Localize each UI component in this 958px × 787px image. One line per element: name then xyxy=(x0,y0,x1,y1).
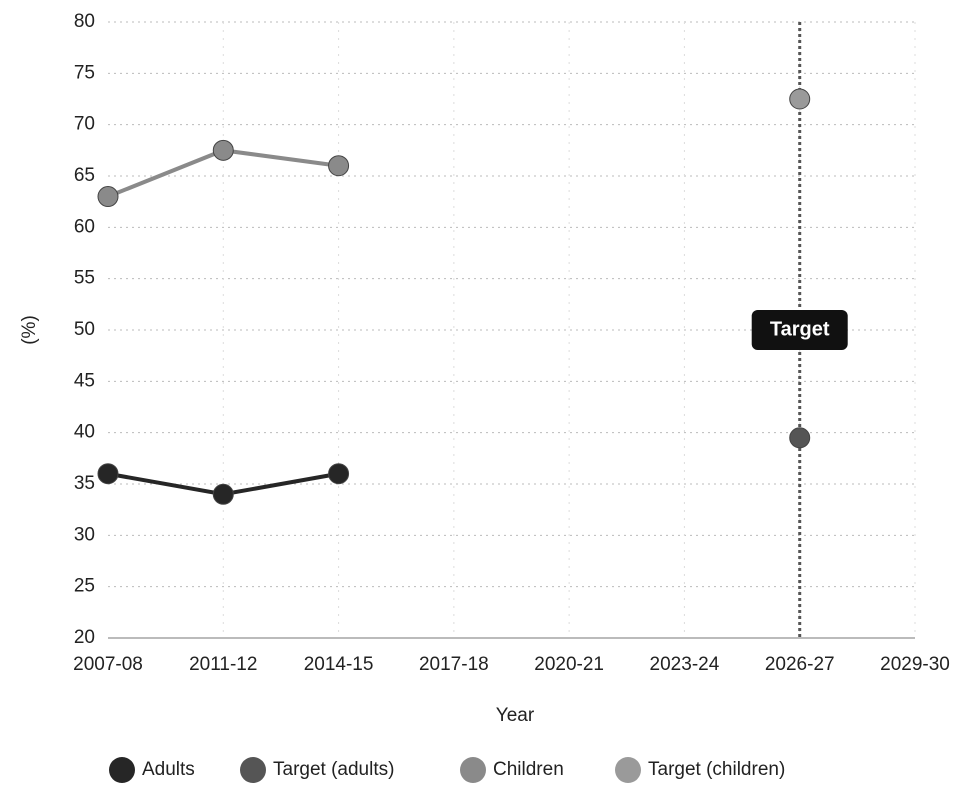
y-tick-label: 80 xyxy=(74,11,95,32)
x-tick-label: 2011-12 xyxy=(189,654,257,675)
data-point xyxy=(97,186,119,208)
y-tick-label: 55 xyxy=(74,268,95,289)
data-point xyxy=(789,427,811,449)
data-point xyxy=(328,463,350,485)
y-tick-label: 65 xyxy=(74,165,95,186)
data-point xyxy=(212,483,234,505)
y-tick-label: 50 xyxy=(74,319,95,340)
legend-label: Children xyxy=(493,759,564,780)
x-tick-label: 2014-15 xyxy=(304,654,374,675)
x-axis-label: Year xyxy=(496,705,535,726)
legend-marker xyxy=(109,757,135,783)
y-tick-label: 25 xyxy=(74,576,95,597)
y-tick-label: 60 xyxy=(74,216,95,237)
data-point xyxy=(328,155,350,177)
y-tick-label: 40 xyxy=(74,422,95,443)
y-tick-label: 70 xyxy=(74,114,95,135)
x-tick-label: 2023-24 xyxy=(650,654,720,675)
legend-marker xyxy=(615,757,641,783)
data-point xyxy=(789,88,811,110)
legend-label: Target (children) xyxy=(648,759,785,780)
x-tick-label: 2017-18 xyxy=(419,654,489,675)
y-tick-label: 75 xyxy=(74,62,95,83)
legend-marker xyxy=(460,757,486,783)
data-point xyxy=(212,139,234,161)
y-tick-label: 20 xyxy=(74,627,95,648)
y-tick-label: 35 xyxy=(74,473,95,494)
x-tick-label: 2029-30 xyxy=(880,654,950,675)
data-point xyxy=(97,463,119,485)
x-tick-label: 2020-21 xyxy=(534,654,604,675)
legend-label: Target (adults) xyxy=(273,759,394,780)
legend-label: Adults xyxy=(142,759,195,780)
y-tick-label: 45 xyxy=(74,370,95,391)
legend-marker xyxy=(240,757,266,783)
y-tick-label: 30 xyxy=(74,524,95,545)
x-tick-label: 2007-08 xyxy=(73,654,143,675)
annotation: Target xyxy=(770,318,830,340)
x-tick-label: 2026-27 xyxy=(765,654,835,675)
annotation-box xyxy=(751,310,848,350)
y-axis-label: (%) xyxy=(19,315,40,345)
